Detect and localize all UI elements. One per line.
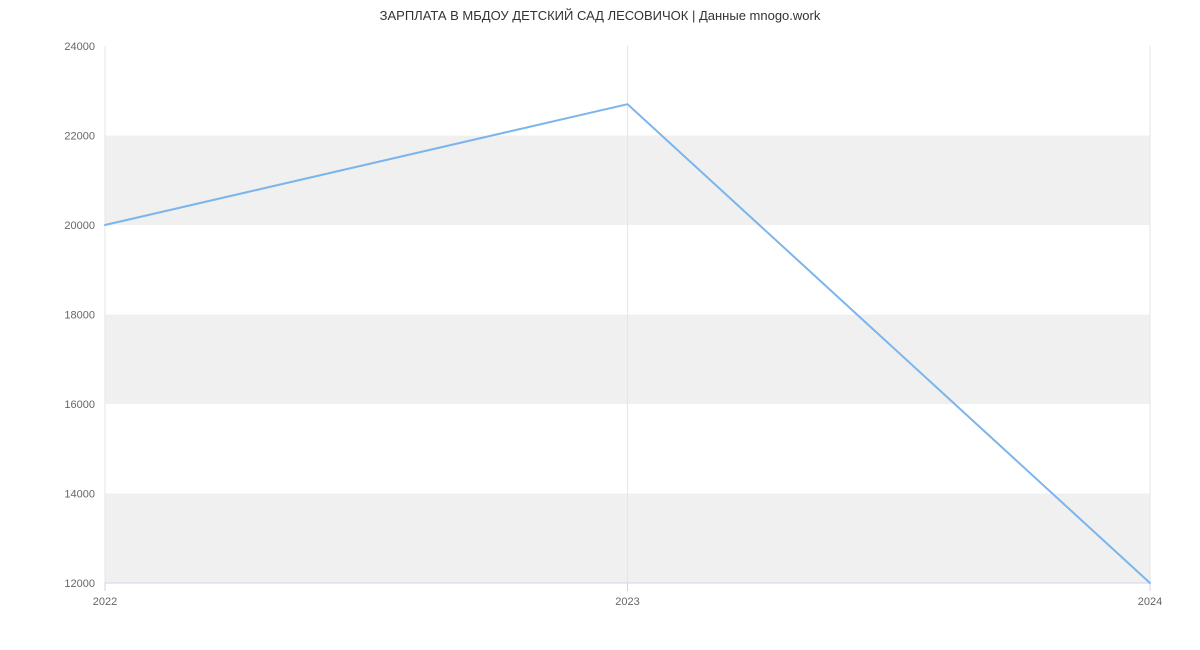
line-chart: ЗАРПЛАТА В МБДОУ ДЕТСКИЙ САД ЛЕСОВИЧОК |… — [0, 0, 1200, 650]
chart-svg: 2022 2023 2024 12000 14000 16000 18000 20000 220… — [0, 0, 1200, 650]
svg-text:2024: 2024 — [1138, 596, 1162, 608]
svg-text:14000: 14000 — [64, 489, 95, 501]
svg-text:16000: 16000 — [64, 399, 95, 411]
svg-text:18000: 18000 — [64, 310, 95, 322]
svg-text:2023: 2023 — [615, 596, 639, 608]
svg-text:12000: 12000 — [64, 578, 95, 590]
svg-text:20000: 20000 — [64, 220, 95, 232]
svg-text:24000: 24000 — [64, 41, 95, 53]
svg-text:22000: 22000 — [64, 131, 95, 143]
svg-text:2022: 2022 — [93, 596, 117, 608]
